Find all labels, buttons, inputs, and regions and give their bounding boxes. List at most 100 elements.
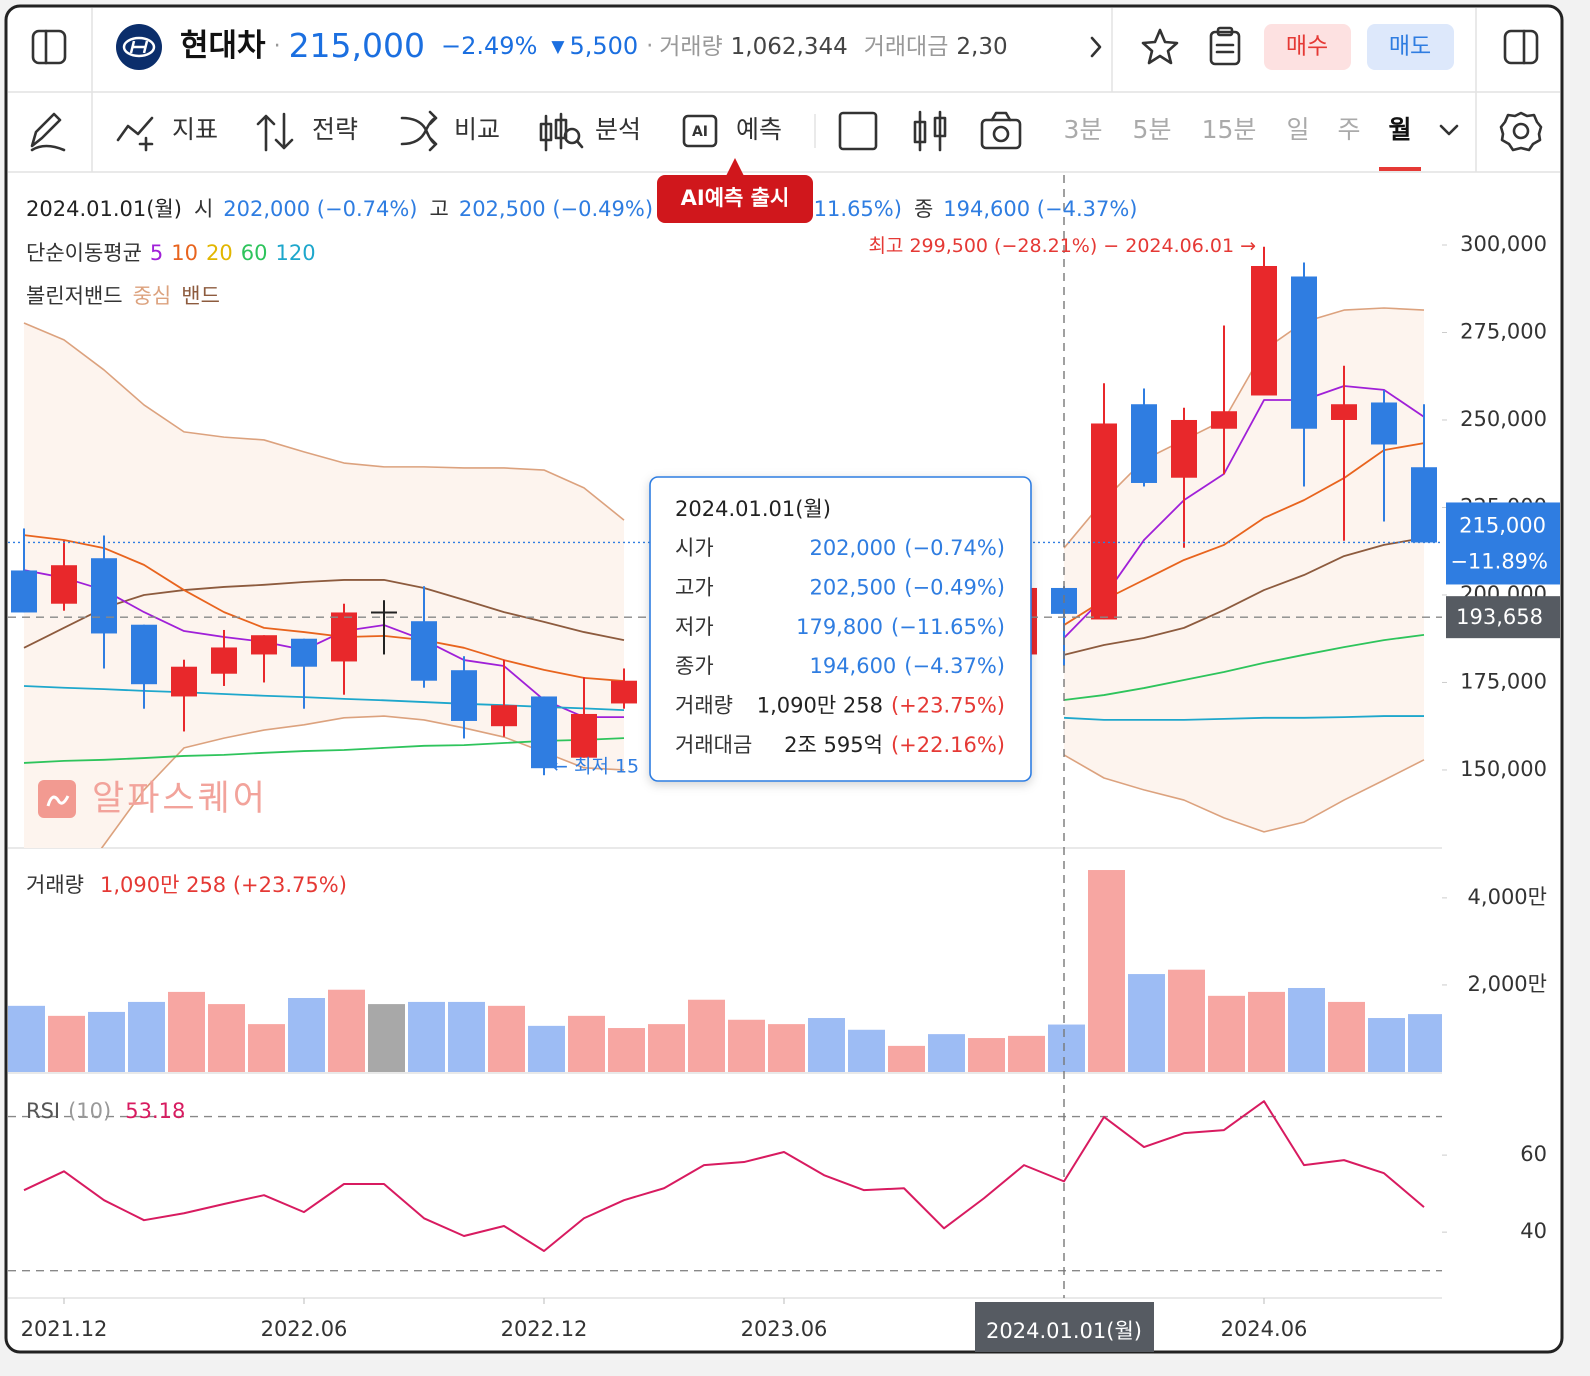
y-tick-label: 250,000 (1460, 407, 1547, 431)
y-tick-label: 60 (1520, 1142, 1547, 1166)
chrome (8, 8, 1560, 1299)
candle-body (611, 680, 637, 704)
tool-label[interactable]: 예측 (736, 115, 782, 144)
separator: · (646, 34, 653, 59)
interval-option[interactable]: 월 (1388, 115, 1411, 144)
strategy-icon[interactable] (256, 112, 294, 152)
volume-bar (1048, 1024, 1085, 1072)
watermark: 알파스퀘어 (92, 779, 268, 819)
memo-icon[interactable] (1209, 26, 1241, 66)
price-plot (11, 246, 1437, 848)
volume-bar (608, 1028, 645, 1072)
settings-icon[interactable] (1499, 111, 1543, 152)
tooltip-value: 179,800 (−11.65%) (796, 615, 1005, 639)
indicator-icon[interactable] (116, 116, 154, 152)
candle-type-icon[interactable] (913, 110, 947, 152)
bollinger-title: 볼린저밴드 (26, 284, 123, 308)
volume-title-value: 1,090만 258 (+23.75%) (100, 873, 347, 897)
volume-bar (208, 1004, 245, 1072)
candle-body (291, 638, 317, 667)
volume-bar (168, 991, 205, 1072)
tooltip-value-text: 179,800 (796, 615, 883, 639)
moving-average (23, 385, 1425, 719)
sell-button[interactable] (1367, 24, 1454, 70)
capture-icon[interactable] (980, 111, 1022, 150)
volume-bar (88, 1011, 125, 1072)
tool-label[interactable]: 전략 (312, 115, 358, 144)
volume-legend: 거래량 1,090만 258 (+23.75%) (26, 873, 347, 897)
bollinger-legend-item: 중심 (133, 284, 172, 308)
volume-bar (968, 1038, 1005, 1072)
x-tick-label: 2022.06 (261, 1317, 348, 1341)
quote-line: 현대차 · 215,000 −2.49% ▼ 5,500 · 거래량 1,062,344 거래대금… (180, 26, 1008, 65)
info-label: 종 (914, 197, 933, 221)
svg-text:AI: AI (692, 124, 708, 140)
x-tick-label: 2023.06 (741, 1317, 828, 1341)
volume-bar (248, 1024, 285, 1072)
volume-bar (488, 1005, 525, 1072)
separator: · (274, 34, 281, 59)
candle-body (451, 670, 477, 721)
favorite-icon[interactable] (1141, 28, 1179, 65)
candle-body (1171, 419, 1197, 478)
panel-toggle-left[interactable] (31, 29, 67, 65)
volume-bar (528, 1025, 565, 1072)
crosshair-price-box (1446, 596, 1560, 639)
volume-bar (1008, 1035, 1045, 1072)
volume-bar (1368, 1018, 1405, 1072)
interval-option[interactable]: 3분 (1064, 115, 1103, 144)
badge (657, 175, 813, 223)
info-value: 194,600 (−4.37%) (943, 197, 1137, 221)
layout-icon[interactable] (838, 111, 878, 151)
stock-name: 현대차 (180, 28, 266, 64)
candle-body (1331, 404, 1357, 420)
volume-bar (408, 1001, 445, 1072)
interval-option[interactable]: 5분 (1133, 115, 1172, 144)
tool-label[interactable]: 지표 (172, 115, 218, 144)
buy-label[interactable]: 매수 (1286, 34, 1328, 60)
sell-label[interactable]: 매도 (1389, 34, 1431, 60)
tool-label[interactable]: 비교 (454, 115, 500, 144)
tooltip-value-text: 194,600 (809, 654, 896, 678)
interval-option[interactable]: 15분 (1202, 115, 1257, 144)
interval-option[interactable]: 일 (1286, 115, 1309, 144)
interval-option[interactable]: 주 (1337, 115, 1360, 144)
ma-legend-item: 120 (276, 241, 316, 265)
tooltip-value-text: 1,090만 258 (757, 694, 883, 718)
volume-value: 1,062,344 (731, 34, 848, 60)
moving-average (23, 442, 1425, 682)
header-more[interactable] (1090, 36, 1102, 58)
info-label: 시 (194, 197, 213, 221)
info-label: 고 (430, 197, 449, 221)
compare-icon[interactable] (400, 110, 438, 152)
last-price-box (1446, 502, 1560, 585)
ma-legend-item: 5 (150, 241, 163, 265)
tooltip-value-text: 202,000 (809, 536, 896, 560)
interval-more[interactable] (1439, 124, 1459, 136)
volume-bar (448, 1001, 485, 1072)
ohlc-info: 2024.01.01(월) 시 202,000 (−0.74%) 고 202,500 (… (26, 197, 1138, 221)
draw-icon[interactable] (30, 112, 66, 152)
info-value: 202,000 (−0.74%) (223, 197, 417, 221)
tooltip-value: 1,090만 258 (+23.75%) (757, 694, 1005, 718)
volume-bar (808, 1018, 845, 1072)
volume-bar (768, 1024, 805, 1072)
tooltip-value: 194,600 (−4.37%) (809, 654, 1005, 678)
candle-body (571, 713, 597, 758)
tooltip-label: 고가 (675, 575, 714, 599)
amount-value: 2,30 (956, 34, 1007, 60)
tool-label[interactable]: 분석 (595, 115, 641, 144)
buy-button[interactable] (1264, 24, 1351, 70)
volume-bar (648, 1024, 685, 1072)
analysis-icon[interactable] (539, 112, 584, 152)
volume-bar (728, 1019, 765, 1072)
y-tick-label: 40 (1520, 1219, 1547, 1243)
candle-body (251, 635, 277, 655)
volume-bar (1128, 974, 1165, 1072)
ai-icon[interactable]: AI (682, 114, 718, 148)
badge-pointer (726, 158, 744, 176)
change-amount: 5,500 (569, 32, 638, 60)
y-tick-label: 275,000 (1460, 319, 1547, 343)
panel-toggle-right[interactable] (1503, 29, 1539, 65)
volume-bar (1328, 1001, 1365, 1072)
